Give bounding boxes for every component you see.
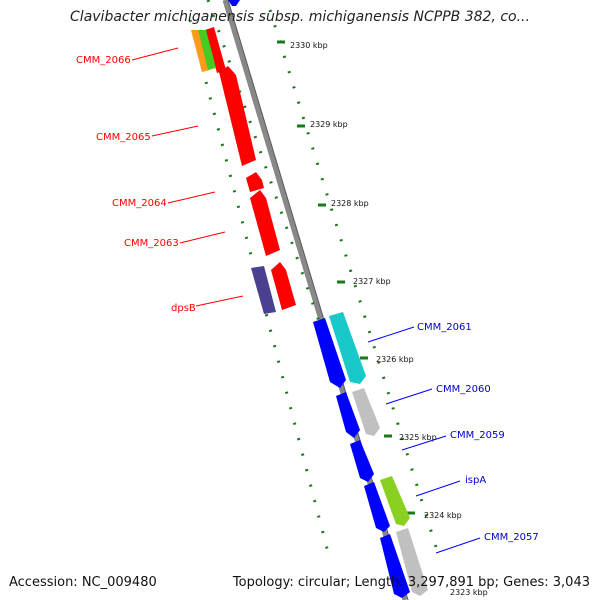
label-leader-cmm-2060 — [385, 388, 433, 405]
label-leader-dpsb — [195, 295, 244, 307]
gene-arrow-cmm-2063[interactable] — [250, 190, 280, 256]
gene-arrow-cmm-2061[interactable] — [313, 318, 346, 388]
gene-arrow-cmm-2057[interactable] — [380, 534, 410, 598]
tick-label-2323: 2323 kbp — [450, 588, 488, 597]
gene-label-cmm-2060[interactable]: CMM_2060 — [436, 384, 491, 395]
tick-label-2327: 2327 kbp — [353, 277, 391, 286]
map-title: Clavibacter michiganensis subsp. michiga… — [70, 9, 530, 25]
label-leader-cmm-2064 — [167, 191, 216, 204]
gene-label-cmm-2064[interactable]: CMM_2064 — [112, 198, 167, 209]
gene-label-ispa[interactable]: ispA — [465, 475, 486, 486]
gene-arrow-top-blue[interactable] — [228, 0, 240, 6]
gene-label-dpsb[interactable]: dpsB — [171, 303, 196, 314]
gene-label-cmm-2059[interactable]: CMM_2059 — [450, 430, 505, 441]
label-leader-ispa — [415, 480, 461, 497]
track-dots-outer-left — [188, 19, 332, 561]
label-leader-cmm-2061 — [367, 326, 415, 343]
gene-label-cmm-2057[interactable]: CMM_2057 — [484, 532, 539, 543]
label-leader-cmm-2065 — [151, 125, 199, 137]
gene-arrow-ispa[interactable] — [364, 482, 390, 532]
genome-summary-text: Topology: circular; Length: 3,297,891 bp… — [232, 575, 590, 590]
tick-label-2326: 2326 kbp — [376, 355, 414, 364]
cog-box-lime — [380, 476, 410, 526]
cog-box-green — [198, 30, 216, 70]
gene-label-cmm-2061[interactable]: CMM_2061 — [417, 322, 472, 333]
cog-box-cyan — [329, 312, 366, 384]
label-leader-cmm-2063 — [179, 231, 226, 244]
gene-label-cmm-2066[interactable]: CMM_2066 — [76, 55, 131, 66]
cog-box-orange — [191, 30, 210, 72]
cog-box-gray-1 — [352, 388, 380, 436]
tick-label-2330: 2330 kbp — [290, 41, 328, 50]
gene-arrow-cmm-2066[interactable] — [205, 27, 226, 73]
gene-arrow-cmm-2060[interactable] — [336, 392, 360, 438]
label-leader-cmm-2059 — [401, 435, 447, 451]
gene-arrow-cmm-2064[interactable] — [246, 172, 264, 192]
gene-arrow-cmm-2065[interactable] — [219, 66, 256, 166]
label-leader-cmm-2057 — [435, 537, 481, 554]
cog-box-gray-2 — [396, 528, 428, 596]
tick-label-2325: 2325 kbp — [399, 433, 437, 442]
tick-marks — [277, 40, 415, 515]
tick-label-2329: 2329 kbp — [310, 120, 348, 129]
tick-label-2324: 2324 kbp — [424, 511, 462, 520]
cog-box-purple — [251, 266, 276, 314]
tick-label-2328: 2328 kbp — [331, 199, 369, 208]
gene-arrow-dpsb[interactable] — [271, 262, 296, 310]
label-leader-cmm-2066 — [131, 47, 179, 61]
gene-label-cmm-2065[interactable]: CMM_2065 — [96, 132, 151, 143]
gene-label-cmm-2063[interactable]: CMM_2063 — [124, 238, 179, 249]
gene-arrow-cmm-2059[interactable] — [350, 440, 374, 482]
accession-text: Accession: NC_009480 — [9, 575, 157, 590]
